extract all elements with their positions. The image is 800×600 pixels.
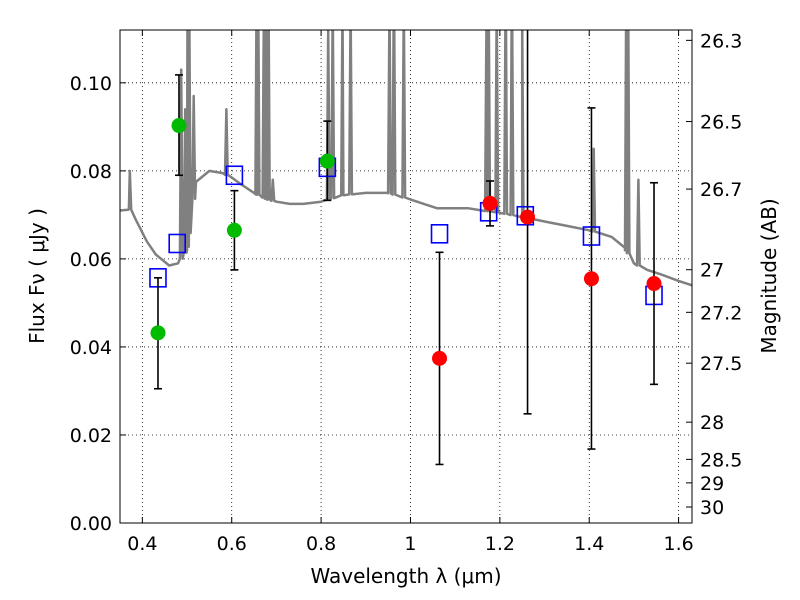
y-tick-label: 0.10 — [70, 73, 112, 95]
optical-data-point — [150, 325, 166, 341]
optical-data-point — [171, 118, 187, 134]
nir-data-point — [520, 209, 536, 225]
y-tick-label: 0.06 — [70, 249, 112, 271]
x-axis-ticks: 0.4 0.6 0.8 1 1.2 1.4 1.6 — [127, 30, 694, 555]
magnitude-tick-label: 28 — [700, 412, 724, 434]
magnitude-tick-label: 29 — [700, 473, 724, 495]
x-tick-label: 1.2 — [485, 533, 515, 555]
nir-data-point — [646, 276, 662, 292]
y-tick-label: 0.08 — [70, 161, 112, 183]
optical-data-point — [319, 153, 335, 169]
model-photometry-square — [225, 165, 244, 186]
y-axis-ticks: 0.00 0.02 0.04 0.06 0.08 0.10 — [70, 73, 126, 535]
y-tick-label: 0.04 — [70, 337, 112, 359]
magnitude-tick-label: 26.5 — [700, 112, 742, 134]
magnitude-tick-label: 28.5 — [700, 449, 742, 471]
nir-data-point — [432, 350, 448, 366]
x-tick-label: 0.6 — [217, 533, 247, 555]
x-tick-label: 0.8 — [306, 533, 336, 555]
x-tick-label: 0.4 — [127, 533, 157, 555]
y-tick-label: 0.00 — [70, 513, 112, 535]
y-tick-label: 0.02 — [70, 425, 112, 447]
plot-background — [120, 30, 692, 523]
magnitude-tick-label: 27 — [700, 260, 724, 282]
x-tick-label: 1.4 — [574, 533, 604, 555]
plot-area — [120, 30, 692, 466]
model-photometry-square — [168, 233, 186, 254]
magnitude-tick-label: 30 — [700, 497, 724, 519]
x-tick-label: 1 — [404, 533, 416, 555]
nir-data-point — [583, 271, 599, 287]
plot-frame — [119, 29, 693, 524]
y-axis-label: Flux Fν ( μJy ) — [25, 208, 49, 344]
magnitude-tick-label: 26.7 — [700, 179, 742, 201]
x-tick-label: 1.6 — [663, 533, 693, 555]
magnitude-tick-label: 27.5 — [700, 353, 742, 375]
magnitude-axis-label: Magnitude (AB) — [757, 198, 781, 353]
nir-data-point — [482, 195, 498, 211]
optical-data-point — [226, 222, 242, 238]
magnitude-tick-label: 26.3 — [700, 30, 742, 52]
x-axis-label: Wavelength λ (μm) — [310, 564, 501, 588]
magnitude-tick-label: 27.2 — [700, 302, 742, 324]
model-photometry-square — [430, 224, 449, 244]
